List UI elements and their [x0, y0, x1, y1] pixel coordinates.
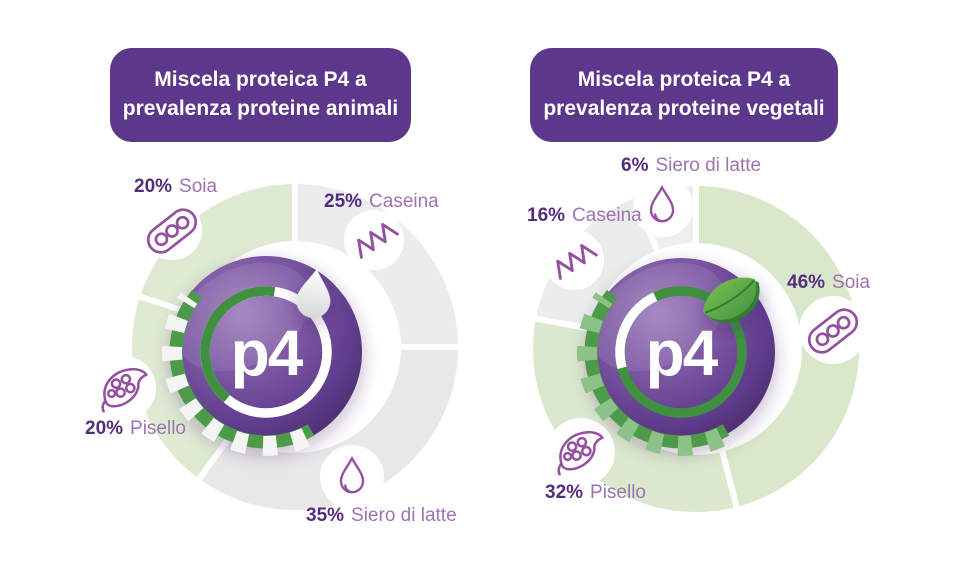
inner-ring-white-arc [615, 292, 658, 370]
icon-notch [633, 179, 693, 237]
label-caseina-animal: 25% Caseina [324, 191, 439, 212]
casein-squiggle-icon [549, 239, 599, 281]
icon-notch [344, 210, 404, 270]
icon-notch [142, 200, 202, 260]
p4-medallion: p4 [577, 258, 775, 456]
panel-title-line1: Miscela proteica P4 a [577, 68, 791, 92]
pea-pod-icon [554, 427, 608, 477]
label-soia-vegetal: 46% Soia [787, 272, 871, 293]
soybean-pod-icon [804, 306, 862, 356]
icon-notch [799, 296, 866, 364]
inner-ring-green-arc [200, 286, 276, 403]
label-pisello-animal: 20% Pisello [85, 418, 187, 439]
panel-title-line2: prevalenza proteine vegetali [543, 97, 825, 120]
icon-notch [320, 445, 384, 509]
pea-pod-icon [98, 364, 152, 414]
panel-title-line2: prevalenza proteine animali [122, 97, 399, 120]
p4-logo: p4 [231, 317, 304, 389]
label-caseina-vegetal: 16% Caseina [527, 205, 642, 226]
label-siero-animal: 35% Siero di latte [306, 505, 457, 526]
p4-medallion: p4 [162, 256, 362, 456]
panel-title-vegetal: Miscela proteica P4 a prevalenza protein… [530, 48, 838, 142]
panel-title-animal: Miscela proteica P4 a prevalenza protein… [110, 48, 411, 142]
icon-notch [125, 356, 156, 420]
p4-logo: p4 [646, 317, 719, 389]
panel-title-line1: Miscela proteica P4 a [154, 68, 367, 92]
label-soia-animal: 20% Soia [134, 176, 218, 197]
milk-drop-3d-icon [296, 269, 331, 318]
casein-squiggle-icon [350, 218, 400, 260]
label-siero-vegetal: 6% Siero di latte [621, 155, 762, 176]
soybean-pod-icon [143, 206, 201, 256]
leaf-3d-icon [703, 277, 760, 323]
milk-drop-icon [335, 455, 369, 499]
donut-chart-animal: p4 [125, 181, 461, 511]
white-ribbon-coil [162, 292, 310, 456]
label-pisello-vegetal: 32% Pisello [545, 482, 647, 503]
green-ribbon-coil [577, 292, 725, 456]
milk-drop-icon [645, 184, 679, 228]
